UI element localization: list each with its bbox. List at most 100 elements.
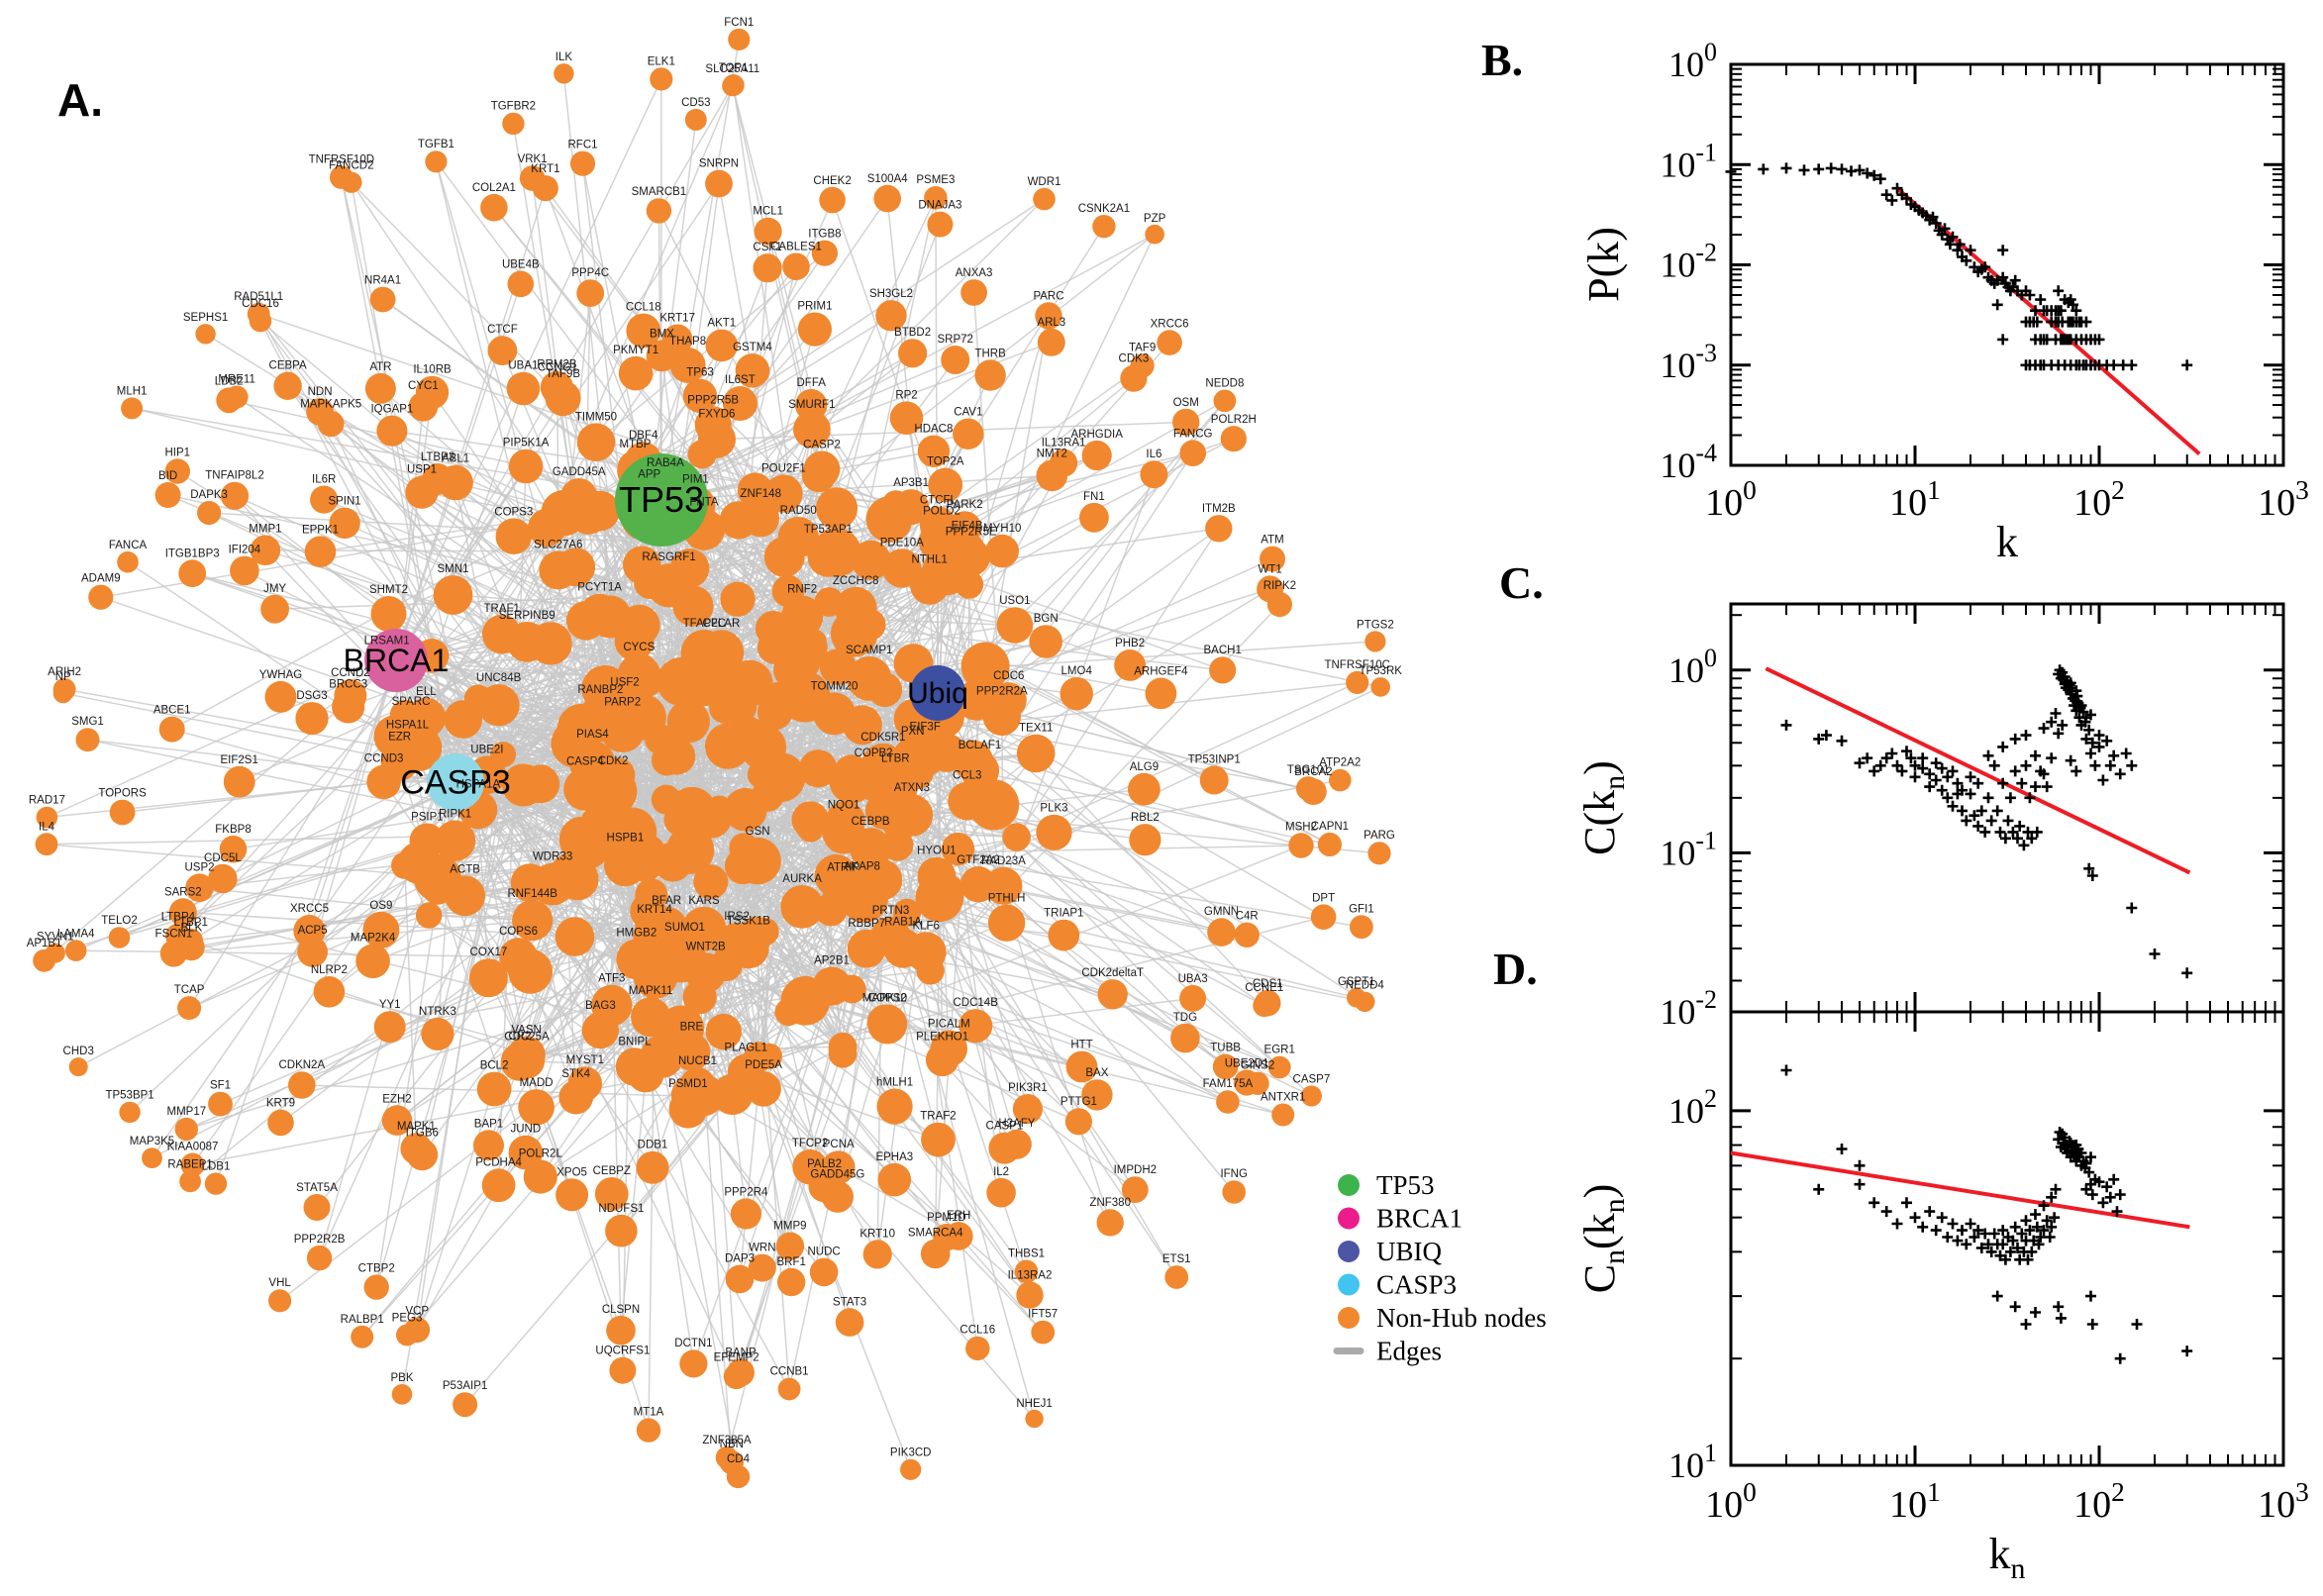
scatter-point [1972, 777, 1984, 789]
scatter-point [2097, 774, 2109, 786]
scatter-point [2035, 1232, 2047, 1243]
scatter-point [2041, 1215, 2053, 1227]
gene-label: SPARC [392, 696, 431, 708]
network-filler-node [510, 863, 550, 902]
network-edge [648, 848, 959, 912]
scatter-point [2126, 902, 2138, 914]
gene-label: ARHGEF4 [1134, 666, 1188, 678]
scatter-point [2083, 724, 2095, 736]
network-node [726, 1464, 751, 1489]
gene-label: NR4A1 [364, 275, 401, 287]
network-node [959, 1009, 993, 1044]
scatter-point [1868, 169, 1880, 181]
network-edge [395, 187, 547, 661]
scatter-point [2055, 1312, 2067, 1324]
scatter-point [1965, 245, 1976, 256]
network-filler-node [865, 496, 913, 543]
legend-label: CASP3 [1376, 1270, 1457, 1300]
network-node [35, 833, 58, 856]
gene-label: PTGS2 [1357, 619, 1394, 631]
network-node [722, 75, 744, 97]
network-node [1033, 187, 1056, 211]
legend-label: BRCA1 [1376, 1204, 1463, 1234]
gene-label: CDK2 [598, 755, 629, 767]
network-node [1346, 670, 1369, 695]
scatter-point [1997, 777, 2009, 789]
gene-label: TP53RK [1359, 665, 1402, 677]
scatter-point [1917, 762, 1929, 774]
gene-label: UNC84B [476, 672, 522, 684]
network-node [835, 1308, 864, 1337]
gene-label: BRE [680, 1022, 704, 1034]
network-node [1213, 389, 1237, 413]
axis-label: Cn(kn) [1575, 1184, 1631, 1294]
network-edge [131, 407, 589, 516]
gene-label: SNRPN [699, 158, 739, 170]
gene-label: EIF3F [910, 722, 941, 734]
network-filler-node [693, 864, 729, 900]
gene-label: IL13RA2 [1008, 1269, 1053, 1281]
network-edge [578, 496, 844, 1050]
scatter-point [1854, 757, 1866, 769]
network-node [705, 169, 733, 198]
scatter-point [1991, 805, 2003, 817]
scatter-point [1874, 173, 1886, 185]
hub-node-ubiq [910, 665, 965, 721]
gene-label: IFNG [1220, 1168, 1248, 1180]
gene-label: STAT5A [296, 1182, 338, 1194]
network-node [495, 518, 533, 554]
gene-label: XRCC5 [290, 903, 329, 915]
network-node [381, 1105, 413, 1136]
scatter-point [2030, 1307, 2041, 1318]
network-filler-node [444, 700, 483, 739]
gene-label: ERH [947, 1210, 970, 1222]
network-edge [620, 1093, 734, 1232]
network-node [792, 1148, 828, 1185]
gene-label: SH3GL2 [869, 288, 913, 300]
scatter-point [2065, 754, 2076, 766]
gene-label: HSPB1 [607, 832, 645, 844]
network-node [518, 1089, 555, 1126]
gene-label: XPO5 [556, 1166, 587, 1178]
gene-label: BNIPL [618, 1036, 652, 1047]
network-filler-node [634, 901, 670, 938]
network-filler-node [549, 852, 595, 899]
scatter-point [1836, 1144, 1848, 1154]
gene-label: EIF2S1 [221, 754, 258, 766]
network-filler-node [801, 457, 837, 493]
gene-label: OS9 [369, 900, 392, 912]
gene-label: SEPHS1 [183, 312, 228, 324]
network-filler-node [819, 648, 857, 685]
scatter-point [2108, 359, 2120, 371]
network-node [197, 500, 222, 526]
gene-label: TGFB1 [418, 139, 454, 150]
gene-label: NEDD4 [1346, 980, 1385, 992]
gene-label: CEBPZ [593, 1165, 631, 1177]
gene-label: TRAF1 [483, 603, 519, 615]
scatter-point [1988, 1228, 2000, 1240]
network-node [1367, 842, 1391, 865]
network-node [948, 511, 982, 546]
gene-label: CEBPA [269, 360, 307, 372]
gene-label: PXN [901, 726, 925, 738]
gene-label: CDKN2A [278, 1059, 325, 1071]
scatter-point [2020, 1215, 2032, 1227]
scatter-point [2075, 1147, 2087, 1158]
gene-label: MSH2 [1285, 821, 1317, 833]
gene-label: TELO2 [101, 915, 137, 927]
network-node [1199, 765, 1229, 795]
network-node [1016, 1281, 1044, 1309]
gene-label: GFI1 [1349, 903, 1374, 915]
scatter-point [1965, 1218, 1976, 1230]
scatter-point [2120, 748, 2132, 759]
scatter-point [1836, 163, 1848, 175]
network-edge [385, 665, 622, 1331]
gene-label: KRT17 [659, 313, 695, 325]
network-node [179, 1170, 202, 1193]
gene-label: RNF2 [787, 584, 817, 596]
network-node [273, 371, 302, 400]
scatter-point [2030, 1209, 2041, 1221]
network-node [960, 279, 987, 306]
scatter-point [1854, 1159, 1866, 1171]
scatter-point [2083, 862, 2095, 874]
